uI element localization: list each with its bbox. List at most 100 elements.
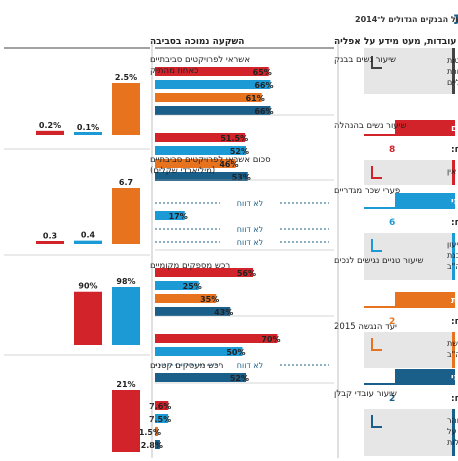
bar [155, 133, 246, 142]
bar [155, 427, 158, 436]
bank-note-text: בפרשת הלבנת [447, 251, 458, 260]
bar [155, 334, 278, 343]
bar [155, 268, 253, 277]
bank-note-text: חקירה בפרשת [447, 339, 458, 348]
panel-label: אשראי לפרויקטים סביבתיים [150, 55, 250, 65]
column-value-label: 0.3 [43, 231, 57, 240]
bar-value-label: 53% [232, 173, 251, 182]
bank-count-label: מספר דו"ח: [451, 218, 458, 228]
intro-text: להתייחסות לביקורת [447, 67, 458, 76]
intro-card-accent [452, 48, 455, 94]
bank-note-card [364, 160, 455, 185]
bar-value-label: 51.5% [220, 134, 248, 143]
bar [155, 146, 246, 155]
bank-note-accent [452, 233, 455, 280]
bar-value-label: 61% [246, 94, 265, 103]
column [36, 130, 64, 135]
middle-section-title: הרבה עובדות, מעט מידע על אפליה [334, 37, 458, 47]
bank-name: פועלים [451, 124, 458, 134]
corner-arrow-icon [371, 338, 382, 351]
group-label: שיעור עובדי קבלן [334, 389, 397, 399]
headline-subtitle: עיקרי דו"חות אחריות תאגידית של הבנקים הג… [355, 15, 458, 24]
bar [155, 281, 199, 290]
bar [155, 67, 269, 76]
bank-rule [364, 383, 455, 385]
panel-label: רכש מספקים מקומיים [150, 261, 230, 271]
group-label: שיעור נשים בהנהלה [334, 121, 407, 131]
column-value-label: 21% [116, 380, 135, 389]
column [112, 287, 140, 345]
column-value-label: 90% [78, 282, 97, 291]
bar [155, 106, 271, 115]
column [74, 132, 102, 135]
not-reported-label: לא דווח [237, 238, 263, 247]
not-reported-label: לא דווח [237, 361, 263, 370]
intro-card [364, 48, 455, 94]
bar [155, 93, 262, 102]
bar-value-label: 1.5% [139, 428, 161, 437]
group-label: שיעור נשים בבנק [334, 55, 396, 65]
column-value-label: 0.4 [81, 231, 96, 240]
bar [155, 307, 231, 316]
bar [155, 401, 169, 410]
group-label: יעד הנגשה 2015 [334, 322, 397, 332]
bar [155, 294, 217, 303]
corner-arrow-icon [371, 56, 382, 69]
column [74, 291, 102, 345]
bank-note-text: תיאום עמלות [447, 438, 458, 447]
bank-name: מזרחי טפחות [451, 296, 458, 306]
column-value-label: 0.1% [77, 123, 99, 132]
bar-value-label: 43% [214, 308, 233, 317]
bar-value-label: 7.5% [149, 415, 171, 424]
column [112, 83, 140, 135]
bar [155, 211, 185, 220]
bank-note-text: בעיות טוהר [447, 416, 458, 425]
bank-count-label: מספר דו"ח: [451, 317, 458, 327]
bar-value-label: 46% [219, 160, 238, 169]
corner-arrow-icon [371, 239, 382, 252]
bank-note-text: מידות וקוטות על [447, 427, 458, 436]
bank-note-card [364, 409, 455, 456]
bar [155, 172, 248, 181]
bar [155, 414, 169, 423]
not-reported-label: לא דווח [237, 225, 263, 234]
bank-rule [364, 306, 455, 308]
column [112, 390, 140, 452]
bank-note-text: הסדר הטיעון [447, 240, 458, 249]
bank-rule [364, 207, 455, 209]
panel-label: רכש מעסקים קטנים [150, 361, 224, 371]
bar-value-label: 52% [230, 374, 249, 383]
group-label: פערי שכר מגדריים [334, 186, 400, 196]
bank-count: 8 [389, 145, 395, 155]
bank-count: 2 [389, 317, 395, 327]
left-section-title: השקעה נמוכה בסביבה [150, 37, 244, 47]
column [112, 188, 140, 244]
intro-text: דוגמאות בולטות [447, 56, 458, 65]
bank-name-tag [395, 369, 455, 383]
bank-count: 2 [389, 394, 395, 404]
column [74, 240, 102, 244]
bar-value-label: 35% [200, 295, 219, 304]
bar-value-label: 25% [183, 282, 202, 291]
bank-count: 6 [389, 218, 395, 228]
bar-value-label: 66% [254, 107, 273, 116]
bar-value-label: 65% [253, 68, 272, 77]
bank-rule [364, 134, 455, 136]
column-value-label: 2.5% [115, 73, 137, 82]
bank-name: בינלאומי [451, 373, 458, 383]
group-label: שיעור טניים נגישים לנכים [334, 256, 423, 266]
headline-title: לוקחים אחריות חלקית [454, 9, 458, 29]
column-value-label: 0.2% [39, 121, 61, 130]
bank-name-tag [395, 193, 455, 207]
bar [155, 159, 236, 168]
panel-label: כאחוז מהתיק [150, 66, 199, 76]
bank-note-card [364, 233, 455, 280]
bank-note-text: ההון בארה"ב [447, 262, 458, 271]
column [36, 241, 64, 244]
bar-value-label: 52% [230, 147, 249, 156]
bank-count-label: מספר דו"ח: [451, 394, 458, 404]
bank-name-tag [395, 120, 455, 134]
bank-note-accent [452, 160, 455, 185]
panel-label: סכום אשראי לפרויקטים סביבתיים [150, 155, 271, 165]
